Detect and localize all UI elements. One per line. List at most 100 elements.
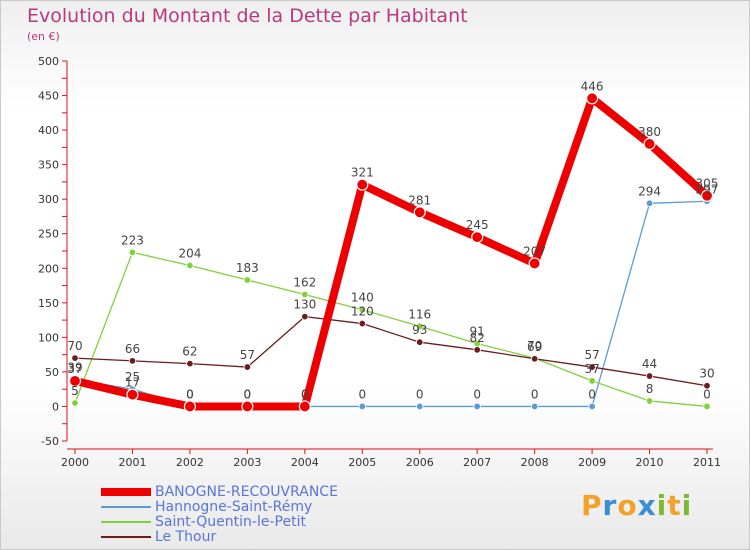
data-label: 321	[351, 166, 374, 180]
chart-title: Evolution du Montant de la Dette par Hab…	[27, 5, 468, 27]
logo-letter: x	[637, 489, 657, 522]
data-label: 37	[67, 362, 82, 376]
data-label: 116	[408, 307, 431, 321]
data-point-banogne-recouvrance	[585, 92, 599, 105]
logo-letter: o	[617, 489, 638, 522]
data-point-banogne-recouvrance	[298, 400, 311, 413]
data-point-saint-quentin-le-petit	[416, 322, 424, 331]
data-label: 39	[67, 361, 82, 375]
data-label: 183	[236, 261, 259, 275]
data-label: 380	[638, 125, 661, 139]
data-label: 162	[293, 276, 316, 290]
data-label: 0	[244, 387, 252, 401]
series-line-saint-quentin-le-petit	[74, 251, 708, 408]
data-label: 0	[416, 387, 424, 401]
data-point-banogne-recouvrance	[68, 374, 82, 387]
data-point-le-thour	[128, 357, 137, 365]
data-label: 0	[301, 387, 309, 401]
legend-label: Saint-Quentin-le-Petit	[155, 514, 306, 530]
data-point-saint-quentin-le-petit	[128, 248, 137, 257]
data-point-banogne-recouvrance	[241, 400, 254, 413]
legend-swatch	[101, 506, 151, 508]
data-label: 204	[178, 247, 201, 261]
data-point-hannogne-saint-r-my	[358, 402, 366, 411]
x-tick-label: 2011	[693, 456, 721, 469]
data-point-banogne-recouvrance	[700, 189, 714, 202]
data-point-le-thour	[71, 354, 79, 362]
data-point-le-thour	[301, 312, 309, 321]
y-tick-label: 400	[38, 124, 59, 137]
y-tick-label: 0	[52, 400, 59, 413]
data-label: 140	[351, 291, 374, 305]
data-label: 91	[470, 325, 485, 339]
logo-letter: i	[656, 489, 668, 522]
logo-letter: r	[602, 489, 618, 522]
data-label: 44	[642, 357, 657, 371]
data-label: 25	[125, 370, 140, 384]
data-point-saint-quentin-le-petit	[358, 306, 366, 314]
data-label: 120	[351, 305, 374, 319]
data-label: 57	[240, 348, 255, 362]
y-tick-label: -50	[41, 435, 59, 448]
data-point-saint-quentin-le-petit	[301, 290, 309, 299]
logo-letter: P	[581, 489, 603, 522]
data-label: 0	[531, 387, 539, 401]
logo-letter: i	[681, 489, 693, 522]
data-point-banogne-recouvrance	[643, 137, 656, 151]
data-label: 66	[125, 342, 140, 356]
data-label: 305	[696, 177, 719, 191]
data-label: 245	[466, 218, 489, 232]
y-tick-label: 500	[38, 55, 59, 68]
data-point-saint-quentin-le-petit	[186, 261, 194, 270]
x-tick-label: 2009	[578, 456, 606, 469]
data-point-saint-quentin-le-petit	[645, 397, 654, 405]
y-tick-label: 300	[38, 193, 59, 206]
data-label: 0	[358, 387, 366, 401]
data-point-hannogne-saint-r-my	[645, 199, 654, 208]
data-label: 0	[703, 387, 711, 401]
data-label: 70	[527, 339, 542, 353]
x-tick-label: 2005	[348, 456, 376, 469]
proxiti-logo: Proxiti	[581, 489, 692, 522]
series-line-hannogne-saint-r-my	[74, 200, 708, 408]
data-point-saint-quentin-le-petit	[71, 399, 79, 407]
data-label: 0	[588, 387, 596, 401]
data-point-hannogne-saint-r-my	[416, 402, 424, 411]
data-point-le-thour	[416, 338, 424, 346]
data-point-banogne-recouvrance	[356, 178, 369, 191]
y-tick-label: 250	[38, 228, 59, 241]
data-label: 0	[186, 387, 194, 401]
y-tick-label: 350	[38, 159, 59, 172]
data-point-hannogne-saint-r-my	[473, 402, 481, 411]
data-point-banogne-recouvrance	[528, 257, 541, 270]
y-tick-label: 100	[38, 331, 59, 344]
data-label: 130	[293, 298, 316, 312]
logo-letter: t	[667, 489, 682, 522]
data-point-banogne-recouvrance	[183, 400, 197, 413]
data-point-le-thour	[186, 359, 194, 368]
legend-label: Le Thour	[155, 529, 217, 545]
data-label: 294	[638, 184, 661, 198]
legend-swatch	[101, 521, 151, 523]
data-label: 0	[301, 387, 309, 401]
data-label: 0	[244, 387, 252, 401]
data-point-le-thour	[473, 346, 481, 354]
data-label: 82	[470, 331, 485, 345]
chart-subtitle: (en €)	[27, 30, 60, 43]
x-tick-label: 2006	[406, 456, 434, 469]
y-tick-label: 200	[38, 262, 59, 275]
data-label: 297	[696, 182, 719, 196]
data-label: 37	[584, 362, 599, 376]
data-label: 0	[186, 387, 194, 401]
data-point-banogne-recouvrance	[413, 206, 426, 219]
data-label: 30	[699, 367, 714, 381]
data-label: 0	[473, 387, 481, 401]
data-point-banogne-recouvrance	[471, 231, 484, 244]
data-point-le-thour	[703, 382, 711, 390]
legend-swatch	[101, 488, 151, 496]
x-tick-label: 2003	[233, 456, 261, 469]
data-point-le-thour	[530, 355, 539, 363]
y-tick-label: 450	[38, 90, 59, 103]
